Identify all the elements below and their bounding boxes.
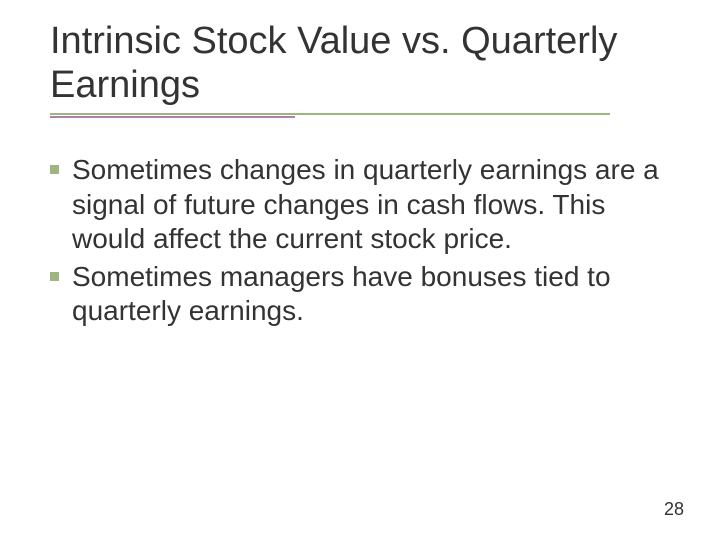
slide-title: Intrinsic Stock Value vs. Quarterly Earn…	[50, 20, 680, 107]
title-underline	[50, 113, 680, 119]
list-item: Sometimes changes in quarterly earnings …	[72, 153, 680, 255]
underline-short	[50, 116, 295, 118]
page-number: 28	[664, 499, 684, 520]
bullet-text: Sometimes changes in quarterly earnings …	[72, 154, 659, 253]
list-item: Sometimes managers have bonuses tied to …	[72, 260, 680, 328]
square-bullet-icon	[50, 165, 59, 174]
underline-long	[50, 113, 610, 115]
slide-container: Intrinsic Stock Value vs. Quarterly Earn…	[0, 0, 720, 540]
square-bullet-icon	[50, 272, 59, 281]
bullet-text: Sometimes managers have bonuses tied to …	[72, 261, 611, 326]
bullet-list: Sometimes changes in quarterly earnings …	[50, 153, 680, 328]
